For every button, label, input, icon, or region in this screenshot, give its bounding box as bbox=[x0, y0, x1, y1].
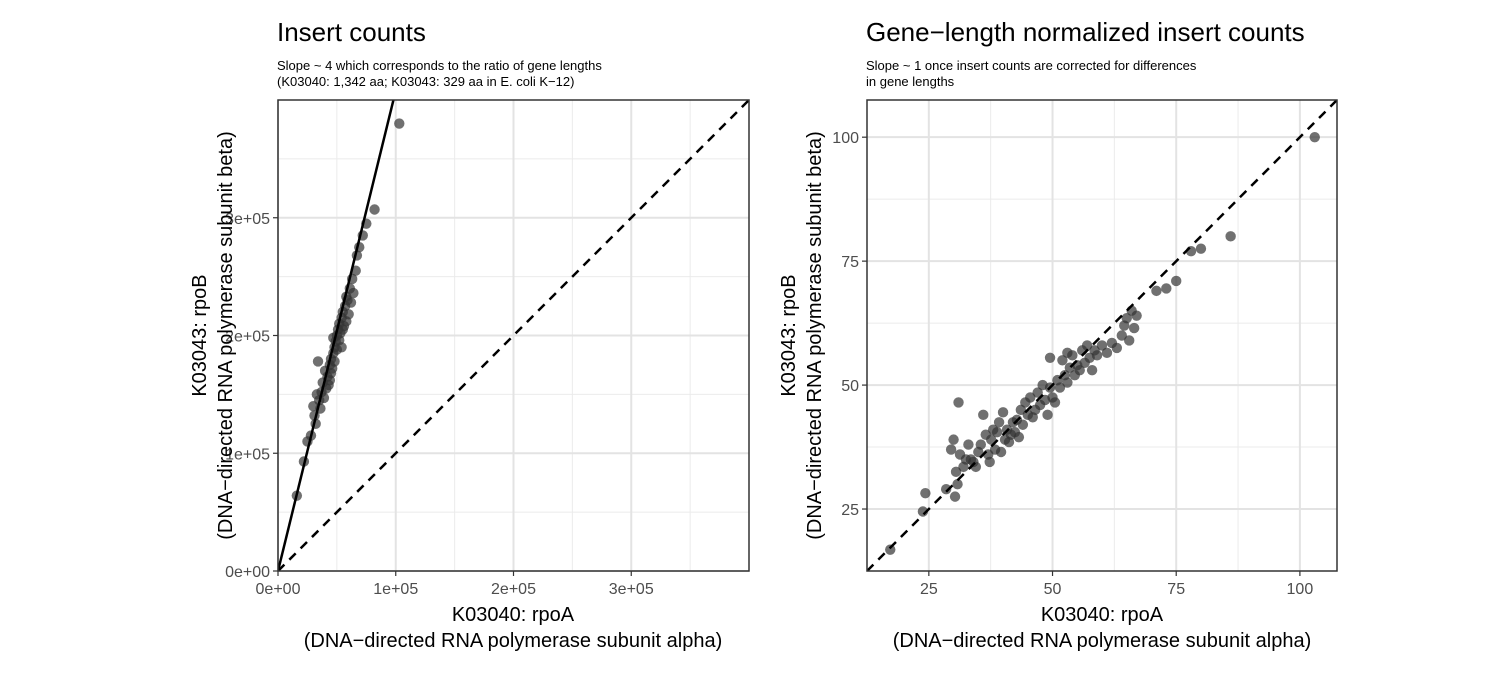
panel1-x-axis-title-line1: K03040: rpoA bbox=[452, 604, 575, 626]
panel2-point bbox=[1032, 387, 1043, 398]
panel1-subtitle: Slope ~ 4 which corresponds to the ratio… bbox=[277, 58, 602, 90]
panel2-point bbox=[1101, 347, 1113, 359]
panel1-point bbox=[337, 324, 348, 335]
panel2-point bbox=[1057, 355, 1068, 366]
panel1-x-tick-label: 2e+05 bbox=[491, 581, 536, 598]
panel2-y-axis-title-line2: (DNA−directed RNA polymerase subunit bet… bbox=[804, 131, 826, 540]
panel2-point bbox=[963, 439, 974, 450]
panel2-point bbox=[1128, 322, 1140, 334]
panel1-x-axis-title-line2: (DNA−directed RNA polymerase subunit alp… bbox=[304, 630, 723, 652]
panel2-point bbox=[1121, 312, 1132, 324]
panel2-point bbox=[995, 446, 1007, 458]
panel1-plot: 0e+00 1e+05 2e+05 3e+05 0e+00 1e+05 2e+05 3e+05… bbox=[189, 99, 750, 652]
panel2-point bbox=[1116, 330, 1127, 341]
panel1-plot-area bbox=[278, 100, 749, 571]
panel2-point bbox=[885, 544, 896, 555]
panel2-point bbox=[1111, 342, 1123, 354]
panel1-point bbox=[312, 356, 324, 367]
panel2-border bbox=[866, 99, 1338, 572]
panel1-y-tick-label: 2e+05 bbox=[225, 329, 270, 346]
panel2-point bbox=[948, 434, 959, 445]
panel2-point bbox=[993, 417, 1005, 428]
panel1-x-tick-label: 0e+00 bbox=[256, 581, 301, 598]
panel2-point bbox=[920, 487, 931, 499]
panel1-x-tick-label: 3e+05 bbox=[609, 581, 654, 598]
panel2-point bbox=[1131, 310, 1142, 321]
panel1-y-tick-label: 1e+05 bbox=[225, 446, 270, 463]
panel2-point bbox=[1091, 350, 1103, 361]
panel2-point bbox=[984, 456, 995, 468]
panel1-fit-line bbox=[278, 100, 395, 571]
panel1-point bbox=[394, 118, 405, 129]
panel2-point bbox=[952, 479, 963, 490]
panel2-point bbox=[1161, 283, 1172, 294]
panel2-point bbox=[1195, 243, 1207, 254]
panel1-title: Insert counts bbox=[277, 17, 426, 47]
panel2-subtitle-line1: Slope ~ 1 once insert counts are correct… bbox=[866, 58, 1197, 73]
panel2-point bbox=[945, 444, 957, 455]
panel2-point bbox=[940, 483, 952, 495]
panel1-point bbox=[336, 342, 347, 353]
panel2-y-tick-label: 100 bbox=[832, 130, 859, 147]
panel2-point bbox=[1081, 340, 1093, 351]
panel2-point bbox=[953, 397, 964, 408]
panel2-x-axis-title-line1: K03040: rpoA bbox=[1041, 604, 1164, 626]
panel2-point bbox=[1124, 335, 1135, 346]
panel2-point bbox=[975, 439, 986, 450]
panel2-subtitle-line2: in gene lengths bbox=[866, 74, 955, 89]
panel1-point bbox=[343, 309, 354, 320]
panel2-point bbox=[1013, 431, 1025, 443]
panel2-y-tick-label: 50 bbox=[841, 378, 859, 395]
panel2-point bbox=[1074, 365, 1085, 376]
panel1-y-axis-title-line1: K03043: rpoB bbox=[189, 274, 211, 396]
panel2-x-tick-label: 75 bbox=[1167, 581, 1185, 598]
panel2-y-axis-title-line1: K03043: rpoB bbox=[778, 274, 800, 396]
panel2-point bbox=[1049, 397, 1061, 408]
panel2-subtitle: Slope ~ 1 once insert counts are correct… bbox=[866, 58, 1196, 90]
panel2-point bbox=[1017, 419, 1029, 430]
panel2-point bbox=[1309, 131, 1320, 143]
panel2-point bbox=[1096, 340, 1108, 351]
panel2-point bbox=[1042, 409, 1053, 421]
panel2-point bbox=[1062, 347, 1073, 359]
panel2-x-tick-label: 100 bbox=[1287, 581, 1314, 598]
panel1-y-tick-label: 3e+05 bbox=[225, 211, 270, 228]
panel2-plot: 25 50 75 100 25 50 75 100 K03040: rpoA (DNA−direc… bbox=[778, 99, 1338, 652]
panel1-x-tick-label: 1e+05 bbox=[373, 581, 418, 598]
panel2-point bbox=[1044, 352, 1056, 364]
panel2-point bbox=[949, 491, 961, 502]
panel2-point bbox=[1225, 231, 1236, 242]
panel2-point bbox=[1054, 382, 1066, 393]
panel2-point bbox=[950, 466, 962, 478]
panel2-point bbox=[1025, 392, 1036, 403]
panel2-y-tick-label: 25 bbox=[841, 502, 859, 519]
panel2-point bbox=[1086, 365, 1098, 376]
panel1-subtitle-line2: (K03040: 1,342 aa; K03043: 329 aa in E. … bbox=[277, 74, 575, 89]
panel1-point bbox=[324, 375, 336, 386]
panel1-subtitle-line1: Slope ~ 4 which corresponds to the ratio… bbox=[277, 58, 602, 73]
panel1-point bbox=[369, 204, 380, 215]
panel2-point bbox=[978, 409, 989, 421]
panel2-identity-line bbox=[867, 100, 1337, 571]
panel2-x-axis-title-line2: (DNA−directed RNA polymerase subunit alp… bbox=[893, 630, 1312, 652]
panel1-point bbox=[329, 356, 340, 367]
panel2-point bbox=[991, 426, 1003, 438]
panel2-x-tick-label: 50 bbox=[1044, 581, 1062, 598]
panel2-x-tick-label: 25 bbox=[920, 581, 938, 598]
panel2-title: Gene−length normalized insert counts bbox=[866, 17, 1305, 47]
panel1-y-tick-label: 0e+00 bbox=[225, 564, 270, 581]
panel2-y-tick-label: 75 bbox=[841, 254, 859, 271]
panel1-y-axis-title-line2: (DNA−directed RNA polymerase subunit bet… bbox=[215, 131, 237, 540]
panel2-point bbox=[997, 407, 1009, 418]
panel2-point bbox=[1171, 275, 1182, 287]
panel2-plot-area bbox=[867, 100, 1337, 571]
panel2-point bbox=[1151, 285, 1162, 297]
panel2-point bbox=[1062, 377, 1073, 388]
